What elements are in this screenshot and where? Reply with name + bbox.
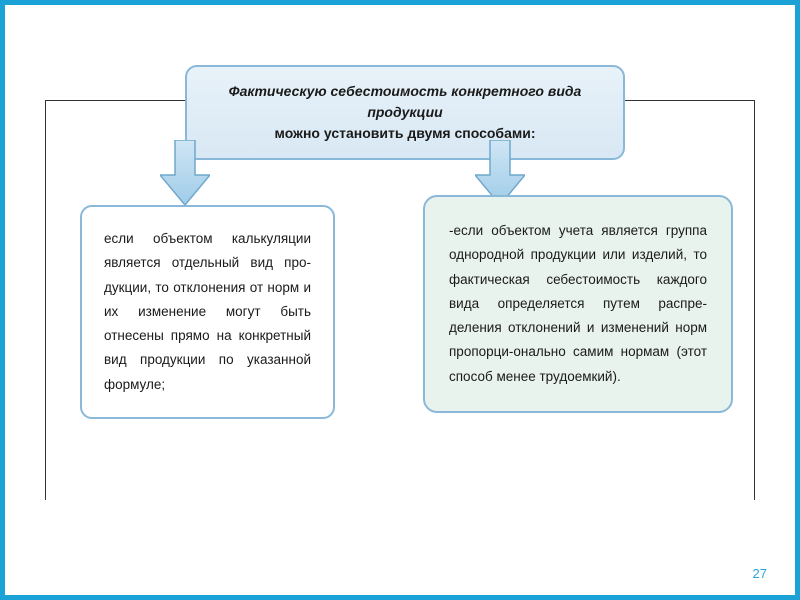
arrow-down-left-icon [160, 140, 210, 205]
page-number: 27 [753, 566, 767, 581]
outer-frame: Фактическую себестоимость конкретного ви… [0, 0, 800, 600]
header-line1: Фактическую себестоимость конкретного ви… [229, 83, 582, 120]
method-box-1: если объектом калькуляции является отдел… [80, 205, 335, 419]
header-line2: можно установить двумя способами: [275, 125, 536, 141]
header-box: Фактическую себестоимость конкретного ви… [185, 65, 625, 160]
method-box-2: -если объектом учета является группа одн… [423, 195, 733, 413]
